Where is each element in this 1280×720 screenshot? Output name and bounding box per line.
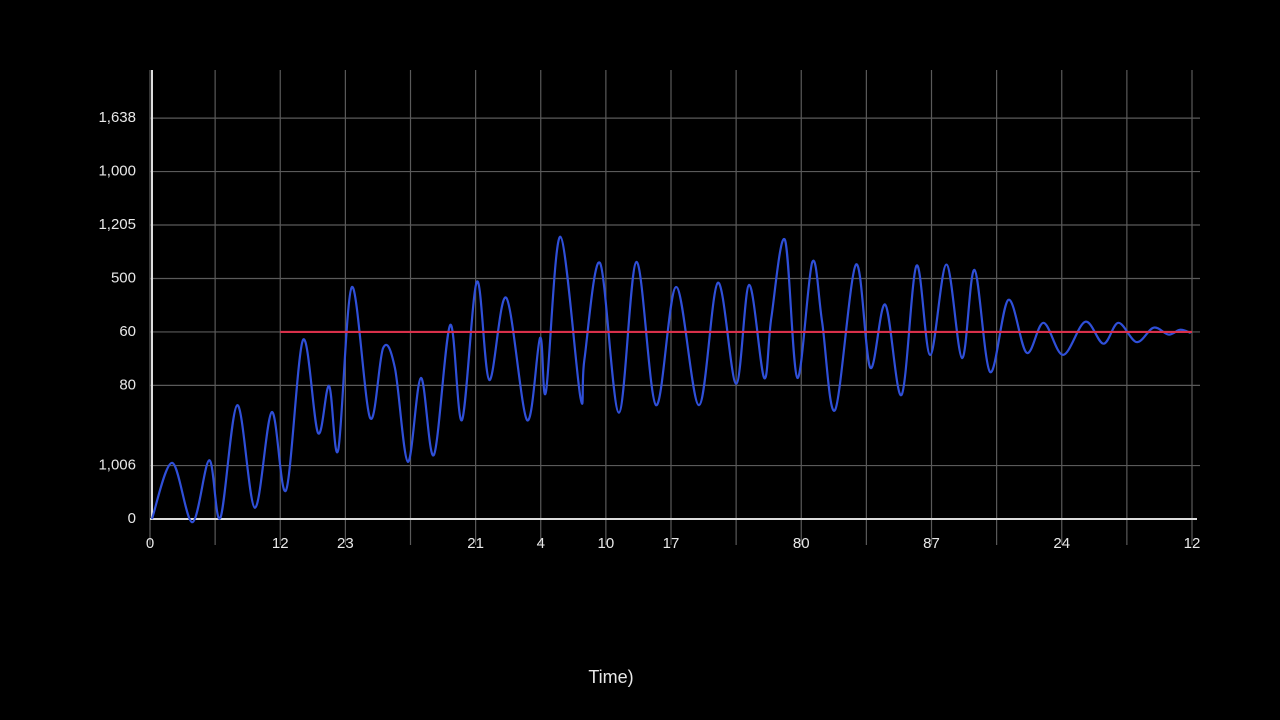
y-tick-label: 1,638 bbox=[98, 109, 136, 126]
y-tick-label: 60 bbox=[119, 323, 136, 340]
y-tick-label: 1,006 bbox=[98, 457, 136, 474]
y-tick-label: 500 bbox=[111, 269, 136, 286]
y-tick-label: 1,205 bbox=[98, 216, 136, 233]
y-tick-label: 1,000 bbox=[98, 163, 136, 180]
x-tick-label: 87 bbox=[923, 535, 940, 552]
x-tick-label: 23 bbox=[337, 535, 354, 552]
y-tick-label: 0 bbox=[128, 510, 136, 527]
x-tick-label: 12 bbox=[1184, 535, 1201, 552]
x-tick-label: 24 bbox=[1053, 535, 1070, 552]
x-tick-label: 12 bbox=[272, 535, 289, 552]
x-tick-label: 21 bbox=[467, 535, 484, 552]
x-tick-label: 17 bbox=[663, 535, 680, 552]
x-axis-label: Time) bbox=[588, 667, 633, 687]
x-tick-label: 4 bbox=[537, 535, 545, 552]
x-tick-label: 0 bbox=[146, 535, 154, 552]
x-tick-label: 80 bbox=[793, 535, 810, 552]
series-line bbox=[150, 235, 1192, 524]
x-tick-label: 10 bbox=[598, 535, 615, 552]
y-tick-label: 80 bbox=[119, 376, 136, 393]
